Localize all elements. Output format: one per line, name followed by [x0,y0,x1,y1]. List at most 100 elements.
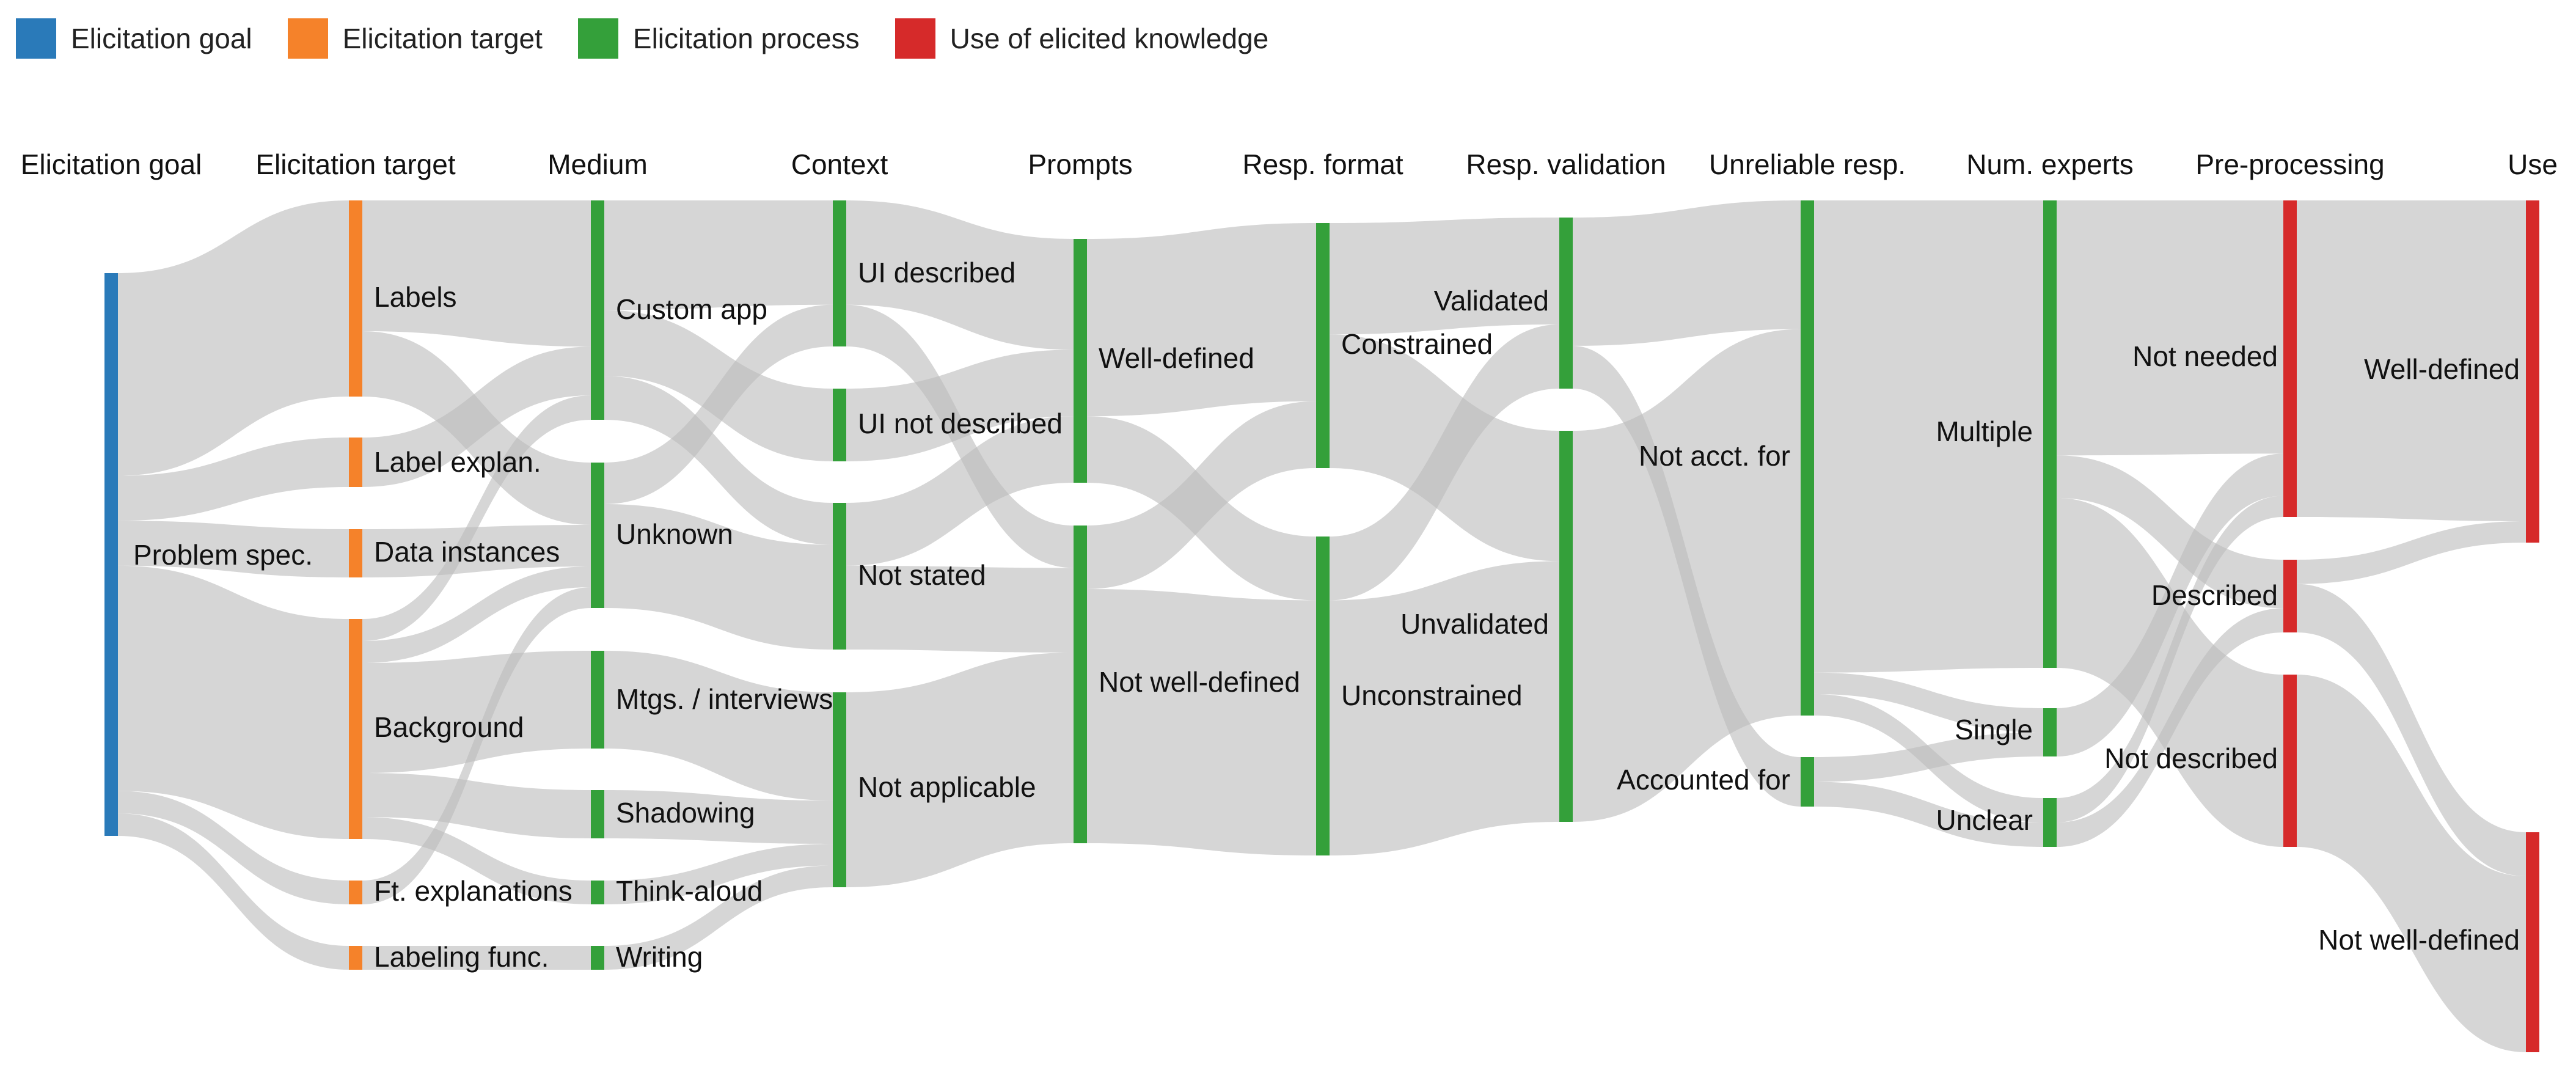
column-header-goal: Elicitation goal [21,148,202,180]
node-constrained [1316,223,1330,468]
flows-layer [118,200,2526,1052]
node-label-not-acct-for: Not acct. for [1639,440,1790,472]
node-labels [349,200,362,397]
node-accounted-for [1801,757,1814,807]
node-not-acct-for [1801,200,1814,716]
node-unclear [2043,798,2057,847]
node-label-accounted-for: Accounted for [1617,764,1790,796]
flow-shadowing-to-not_applicable [604,790,833,844]
flow-unknown-to-ui_described [604,304,833,504]
node-label-well-defined-p: Well-defined [1099,342,1254,374]
flow-problem_spec-to-labeling_func [118,813,349,970]
node-label-described: Described [2151,579,2278,611]
node-data-instances [349,529,362,577]
flow-single-to-not_needed [2057,453,2283,756]
column-header-context: Context [791,148,888,180]
legend-item: Elicitation goal [16,18,252,59]
column-header-respformat: Resp. format [1242,148,1403,180]
flow-validated-to-not_acct_for [1573,200,1801,346]
node-problem-spec [104,273,118,836]
flow-labeling_func-to-writing [362,946,591,970]
node-not-applicable [833,692,846,887]
flow-not_well_defined_p-to-constrained [1087,401,1316,589]
nodes-layer [104,200,2539,1052]
node-well-defined-p [1074,239,1087,483]
flow-background-to-unknown [362,566,591,663]
flow-not_stated-to-well_defined_p [846,416,1074,566]
flow-problem_spec-to-background [118,565,349,839]
node-label-well-defined-u: Well-defined [2364,353,2520,385]
node-label-not-well-defined-u: Not well-defined [2318,924,2520,956]
flow-label_explan-to-custom_app [362,346,591,487]
flow-unclear-to-described [2057,608,2283,847]
node-label-not-stated: Not stated [858,559,986,591]
flow-mtgs-to-not_applicable [604,651,833,801]
flow-problem_spec-to-labels [118,200,349,476]
node-labeling-func [349,946,362,970]
node-label-background: Background [374,711,524,743]
legend-swatch [287,18,328,59]
column-header-prompts: Prompts [1028,148,1132,180]
flow-problem_spec-to-data_instances [118,521,349,577]
flow-described-to-well_defined_u [2297,521,2526,584]
flow-background-to-custom_app [362,395,591,641]
node-not-needed [2283,200,2297,517]
node-label-shadowing: Shadowing [616,797,755,829]
column-header-respval: Resp. validation [1466,148,1666,180]
flow-background-to-think_aloud [362,817,591,904]
node-unvalidated [1559,431,1573,822]
column-header-medium: Medium [547,148,648,180]
flow-unconstrained-to-unvalidated [1330,561,1559,855]
legend-swatch [895,18,935,59]
column-header-preproc: Pre-processing [2195,148,2384,180]
legend-item: Use of elicited knowledge [895,18,1269,59]
flow-background-to-shadowing [362,773,591,838]
legend-swatch [577,18,618,59]
node-described [2283,560,2297,632]
column-header-numexp: Num. experts [1966,148,2134,180]
node-not-well-defined-p [1074,526,1087,843]
node-label-data-instances: Data instances [374,536,560,568]
node-label-custom-app: Custom app [616,293,767,325]
node-label-label-explan: Label explan. [374,446,541,478]
flow-accounted_for-to-unclear [1814,782,2043,847]
flow-constrained-to-validated [1330,218,1559,335]
legend-item: Elicitation process [577,18,860,59]
flow-think_aloud-to-not_applicable [604,844,833,904]
node-ui-described [833,200,846,346]
flow-not_applicable-to-not_well_defined_p [846,653,1074,887]
node-label-unconstrained: Unconstrained [1341,679,1523,711]
node-well-defined-u [2526,200,2539,543]
flow-unconstrained-to-validated [1330,324,1559,601]
column-header-unrel: Unreliable resp. [1709,148,1906,180]
flow-unknown-to-not_stated [604,504,833,650]
node-label-think-aloud: Think-aloud [616,875,763,907]
legend-label: Elicitation goal [71,23,252,54]
node-label-problem-spec: Problem spec. [133,539,313,571]
flow-labels-to-custom_app [362,200,591,347]
flow-unclear-to-not_needed [2057,496,2283,822]
legend: Elicitation goal Elicitation target Elicit… [16,17,1304,60]
flow-ft_explanations-to-unknown [362,587,591,904]
flow-problem_spec-to-label_explan [118,438,349,521]
flow-not_well_defined_p-to-unconstrained [1087,589,1316,855]
node-background [349,619,362,839]
node-ui-not-described [833,389,846,461]
node-unconstrained [1316,536,1330,855]
flow-custom_app-to-ui_described [604,200,833,310]
column-header-use: Use [2508,148,2558,180]
flow-ui_not_described-to-well_defined_p [846,350,1074,461]
legend-label: Use of elicited knowledge [950,23,1269,54]
legend-swatch [16,18,56,59]
flow-accounted_for-to-single [1814,732,2043,782]
flow-not_acct_for-to-multiple [1814,200,2043,673]
column-header-target: Elicitation target [255,148,455,180]
node-not-described [2283,675,2297,847]
node-label-validated: Validated [1434,285,1549,317]
node-custom-app [591,200,604,420]
flow-data_instances-to-unknown [362,525,591,577]
node-not-stated [833,503,846,650]
node-label-multiple: Multiple [1936,416,2033,447]
flow-multiple-to-not_needed [2057,200,2283,456]
node-labels: Problem spec. Labels Label explan. Data ins… [133,257,2520,973]
